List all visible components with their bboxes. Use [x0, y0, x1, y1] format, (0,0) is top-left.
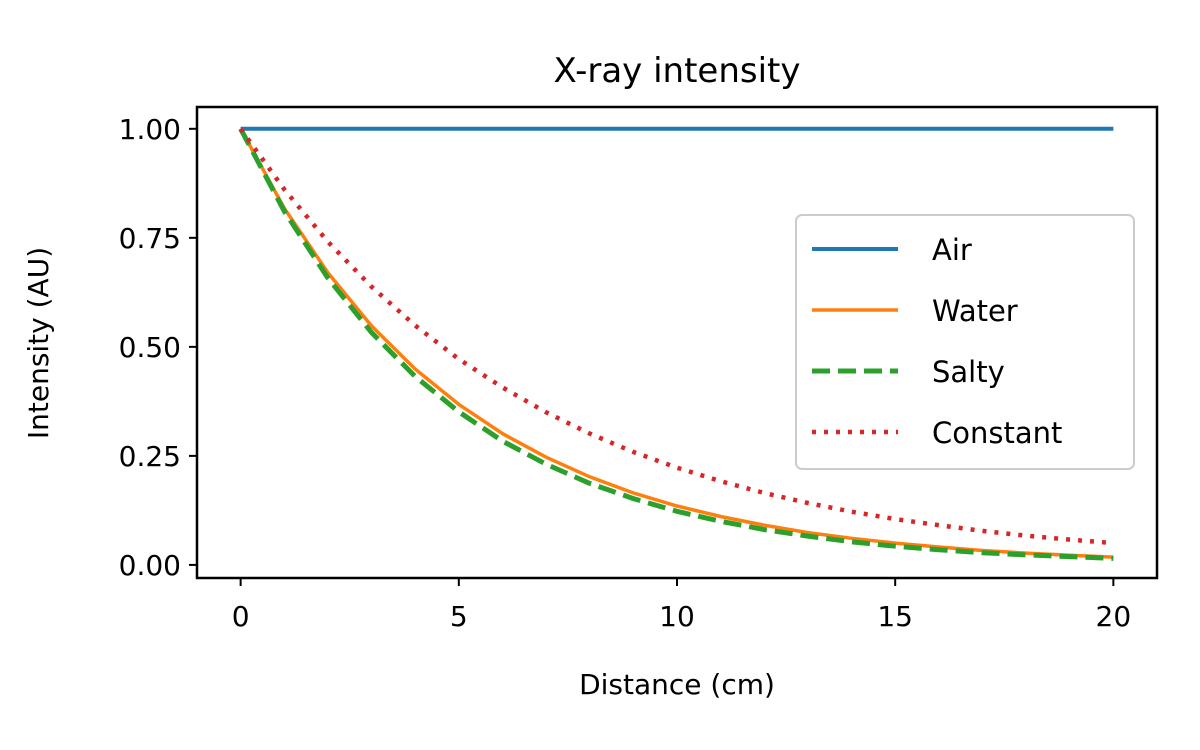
chart-title: X-ray intensity	[553, 51, 800, 91]
legend-label-water: Water	[932, 294, 1018, 328]
y-tick-label: 0.00	[119, 549, 181, 582]
legend-label-salty: Salty	[932, 355, 1005, 389]
series-line-salty	[238, 127, 1114, 561]
legend-label-constant: Constant	[932, 416, 1062, 450]
plot-area	[238, 126, 1114, 561]
legend: Air Water Salty Constant	[795, 214, 1135, 470]
x-tick-label: 0	[232, 600, 250, 633]
y-tick-label: 0.25	[119, 440, 181, 473]
y-tick-label: 0.50	[119, 331, 181, 364]
x-tick-label: 10	[659, 600, 695, 633]
legend-box	[795, 214, 1135, 470]
legend-label-air: Air	[932, 233, 972, 267]
y-axis-label: Intensity (AU)	[22, 247, 55, 439]
x-tick-label: 20	[1096, 600, 1132, 633]
axis-ticks: 0 5 10 15 20 0.00 0.25 0.50 0.75 1.00	[119, 113, 1132, 633]
x-axis-label: Distance (cm)	[579, 668, 775, 701]
y-tick-label: 1.00	[119, 113, 181, 146]
x-tick-label: 5	[450, 600, 468, 633]
axes-frame	[195, 105, 1159, 580]
x-tick-label: 15	[877, 600, 913, 633]
y-tick-label: 0.75	[119, 222, 181, 255]
